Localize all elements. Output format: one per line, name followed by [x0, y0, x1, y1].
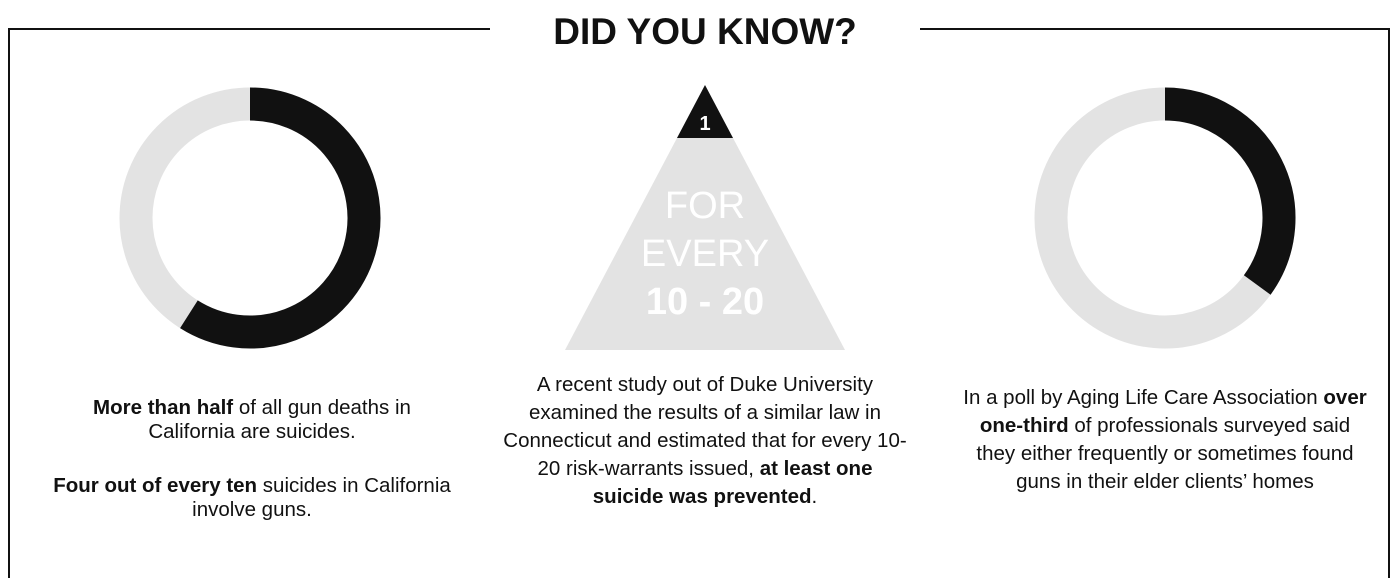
triangle — [565, 85, 845, 350]
text-run: Four out of every ten — [53, 474, 258, 497]
text-run: More than half — [93, 396, 234, 419]
donut-arc — [180, 87, 381, 349]
panel-text: More than half of all gun deaths in Cali… — [52, 396, 452, 552]
rank: 1 — [699, 113, 710, 135]
triangle-text: 10 - 20 — [646, 281, 764, 323]
paragraph: In a poll by Aging Life Care Association… — [960, 384, 1370, 496]
triangle-text: FOR — [665, 185, 745, 227]
paragraph: More than half of all gun deaths in Cali… — [52, 396, 452, 444]
triangle-text: EVERY — [641, 233, 769, 275]
text-run: . — [811, 485, 818, 508]
text-run: suicides in California involve guns. — [192, 474, 451, 521]
text-run: at least one suicide was prevented — [592, 457, 873, 508]
text-run: of professionals surveyed said they eith… — [976, 414, 1354, 493]
title: DID YOU KNOW? — [553, 11, 857, 52]
paragraph: A recent study out of Duke University ex… — [500, 371, 910, 511]
text-run: over one-third — [979, 386, 1367, 437]
paragraph: Four out of every ten suicides in Califo… — [52, 474, 452, 522]
text-run: In a poll by Aging Life Care Association — [963, 386, 1324, 409]
panel-text: A recent study out of Duke University ex… — [500, 371, 910, 541]
text-run: of all gun deaths in California are suic… — [148, 396, 411, 443]
donut-arc — [1164, 87, 1296, 295]
triangle-tip — [677, 85, 733, 138]
panel-text: In a poll by Aging Life Care Association… — [960, 384, 1370, 526]
text-run: A recent study out of Duke University ex… — [503, 373, 907, 480]
